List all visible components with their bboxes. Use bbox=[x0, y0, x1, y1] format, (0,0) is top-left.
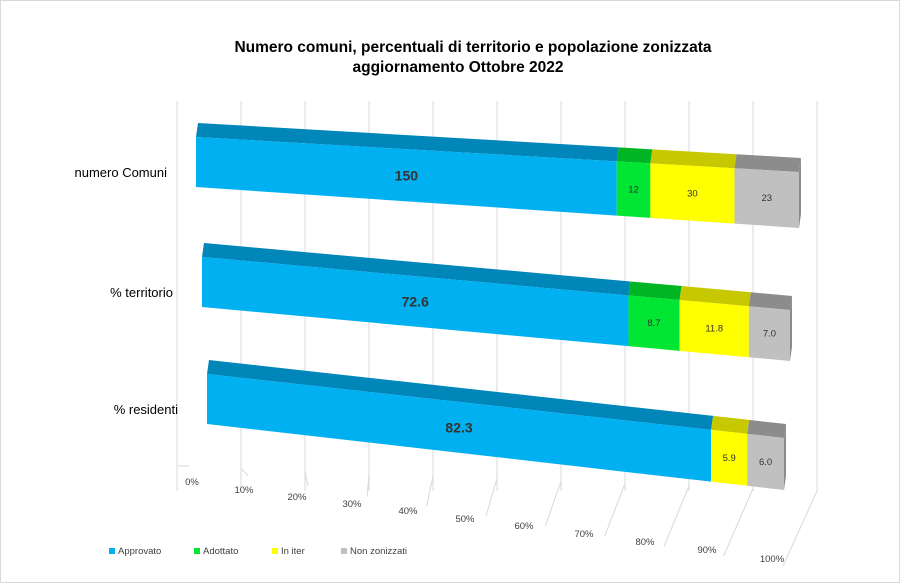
x-tick-label: 100% bbox=[760, 554, 785, 565]
x-tick-label: 40% bbox=[398, 506, 418, 517]
gridline bbox=[663, 485, 690, 547]
category-label-pct-territorio: % territorio bbox=[110, 285, 173, 300]
bar-in-iter-pct-residenti bbox=[711, 429, 748, 486]
data-label-approvato-numero-comuni: 150 bbox=[395, 167, 419, 183]
data-label-adottato-numero-comuni: 12 bbox=[628, 185, 639, 196]
bar-top-in-iter-numero-comuni bbox=[650, 149, 737, 169]
legend-swatch-non-zonizzati bbox=[341, 548, 347, 554]
bars: 150 12 30 23 72.6 8.7 11.8 7.0 82.3 5.9 6.0 bbox=[196, 123, 801, 490]
data-label-in-iter-pct-territorio: 11.8 bbox=[705, 324, 723, 335]
data-label-non-zonizzati-numero-comuni: 23 bbox=[761, 193, 772, 204]
bar-end-pct-residenti bbox=[784, 424, 786, 490]
data-label-non-zonizzati-pct-residenti: 6.0 bbox=[759, 457, 772, 468]
legend-label-adottato: Adottato bbox=[203, 546, 238, 557]
bar-non-zonizzati-numero-comuni bbox=[734, 168, 799, 228]
data-label-approvato-pct-residenti: 82.3 bbox=[445, 419, 472, 435]
x-tick-label: 70% bbox=[574, 529, 594, 540]
bar-adottato-numero-comuni bbox=[616, 161, 651, 218]
x-tick-label: 50% bbox=[455, 514, 475, 525]
x-tick-label: 30% bbox=[342, 499, 362, 510]
category-labels: numero Comuni % territorio % residenti bbox=[75, 165, 179, 417]
x-tick-label: 80% bbox=[635, 537, 655, 548]
x-tick-label: 0% bbox=[185, 477, 199, 488]
data-label-in-iter-numero-comuni: 30 bbox=[687, 188, 698, 199]
data-label-in-iter-pct-residenti: 5.9 bbox=[723, 453, 736, 464]
legend-swatch-approvato bbox=[109, 548, 115, 554]
gridline bbox=[366, 473, 370, 497]
bar-in-iter-pct-territorio bbox=[679, 300, 749, 358]
bar-top-adottato-numero-comuni bbox=[616, 147, 653, 164]
bar-top-approvato-pct-territorio bbox=[202, 243, 631, 296]
legend-label-non-zonizzati: Non zonizzati bbox=[350, 546, 407, 557]
chart-subtitle: aggiornamento Ottobre 2022 bbox=[352, 59, 563, 76]
bar-top-approvato-pct-residenti bbox=[207, 360, 714, 430]
bar-top-non-zonizzati-pct-residenti bbox=[747, 419, 786, 438]
bar-top-in-iter-pct-residenti bbox=[711, 415, 750, 434]
x-axis-ticks: 0% 10% 20% 30% 40% 50% 60% 70% 80% 90% 100% bbox=[185, 477, 785, 565]
data-label-approvato-pct-territorio: 72.6 bbox=[402, 293, 429, 309]
bar-in-iter-numero-comuni bbox=[650, 163, 735, 224]
x-tick-label: 60% bbox=[514, 521, 534, 532]
data-label-non-zonizzati-pct-territorio: 7.0 bbox=[763, 329, 776, 340]
chart-title: Numero comuni, percentuali di territorio… bbox=[234, 39, 711, 56]
gridline bbox=[485, 478, 498, 517]
x-tick-label: 20% bbox=[287, 492, 307, 503]
bar-approvato-numero-comuni bbox=[196, 137, 617, 216]
gridline bbox=[426, 475, 434, 507]
bar-adottato-pct-territorio bbox=[628, 295, 680, 351]
bar-top-in-iter-pct-territorio bbox=[679, 286, 751, 307]
gridline bbox=[304, 470, 309, 487]
gridline bbox=[240, 468, 249, 477]
bar-top-adottato-pct-territorio bbox=[628, 281, 682, 301]
bar-end-pct-territorio bbox=[790, 296, 792, 361]
bar-end-numero-comuni bbox=[799, 158, 801, 228]
gridline bbox=[723, 488, 754, 557]
bar-top-non-zonizzati-pct-territorio bbox=[748, 292, 792, 310]
data-label-adottato-pct-territorio: 8.7 bbox=[647, 318, 660, 329]
bar-approvato-pct-territorio bbox=[202, 257, 629, 347]
gridline bbox=[544, 480, 562, 527]
gridline bbox=[604, 483, 626, 537]
x-tick-label: 10% bbox=[234, 485, 254, 496]
bar-top-approvato-numero-comuni bbox=[196, 123, 619, 162]
gridline bbox=[782, 490, 818, 567]
legend-swatch-adottato bbox=[194, 548, 200, 554]
bar-non-zonizzati-pct-territorio bbox=[748, 306, 790, 361]
legend-label-approvato: Approvato bbox=[118, 546, 161, 557]
x-tick-label: 90% bbox=[697, 545, 717, 556]
legend-swatch-in-iter bbox=[272, 548, 278, 554]
category-label-numero-comuni: numero Comuni bbox=[75, 165, 168, 180]
legend: Approvato Adottato In iter Non zonizzati bbox=[109, 546, 407, 557]
legend-label-in-iter: In iter bbox=[281, 546, 305, 557]
bar-top-non-zonizzati-numero-comuni bbox=[734, 154, 801, 172]
bar-approvato-pct-residenti bbox=[207, 374, 712, 482]
category-label-pct-residenti: % residenti bbox=[114, 402, 178, 417]
bar-non-zonizzati-pct-residenti bbox=[747, 433, 784, 490]
